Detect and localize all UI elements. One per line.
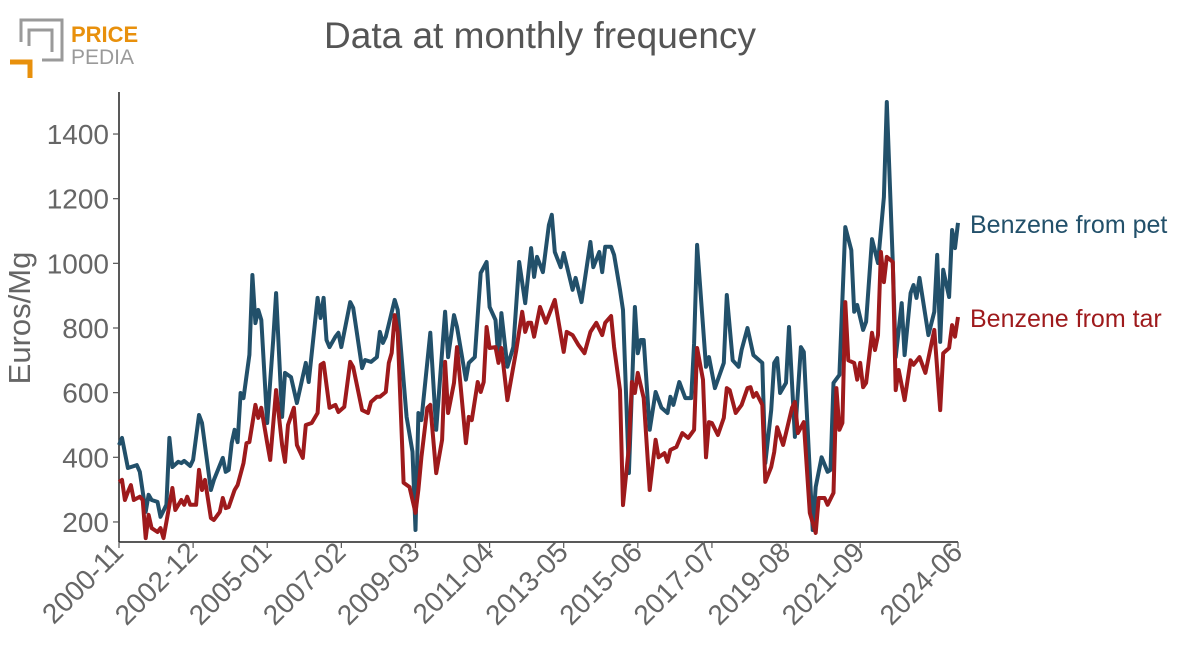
y-tick-label: 600: [62, 378, 109, 409]
logo-pedia-text: PEDIA: [71, 46, 134, 69]
x-tick-label: 2009-03: [331, 536, 426, 631]
y-tick-label: 400: [62, 442, 109, 473]
legend-label-pet: Benzene from pet: [970, 211, 1167, 239]
x-tick-label: 2015-06: [553, 536, 648, 631]
x-tick-label: 2019-08: [702, 536, 797, 631]
y-tick-label: 1200: [47, 184, 109, 215]
legend: Benzene from pet Benzene from tar: [970, 211, 1167, 333]
y-tick-label: 1400: [47, 119, 109, 150]
chart-title: Data at monthly frequency: [324, 15, 756, 56]
y-axis-label: Euros/Mg: [2, 252, 37, 385]
x-tick-label: 2021-09: [776, 536, 871, 631]
y-tick-label: 1000: [47, 248, 109, 279]
y-tick-label: 200: [62, 507, 109, 538]
x-tick-label: 2017-07: [628, 536, 723, 631]
series-line-benzene-from-tar: [117, 250, 960, 541]
x-tick-label: 2024-06: [874, 536, 969, 631]
pricepedia-logo: PRICE PEDIA: [10, 18, 138, 78]
logo-price-text: PRICE: [71, 22, 138, 47]
series-lines: [117, 100, 960, 541]
x-tick-label: 2002-12: [109, 536, 204, 631]
y-tick-label: 800: [62, 313, 109, 344]
legend-label-tar: Benzene from tar: [970, 305, 1162, 333]
x-tick-label: 2013-05: [479, 536, 574, 631]
x-tick-label: 2007-02: [257, 536, 352, 631]
series-line-benzene-from-pet: [117, 100, 960, 532]
x-tick-label: 2005-01: [183, 536, 278, 631]
